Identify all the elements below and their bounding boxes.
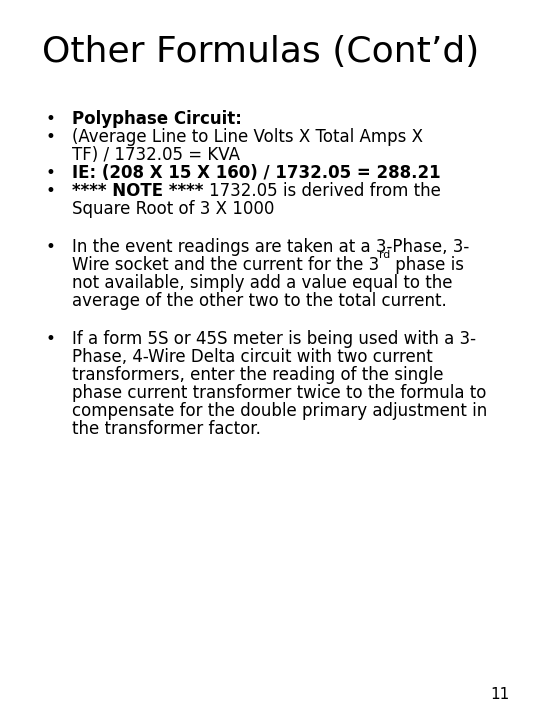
Text: compensate for the double primary adjustment in: compensate for the double primary adjust… xyxy=(72,402,487,420)
Text: the transformer factor.: the transformer factor. xyxy=(72,420,261,438)
Text: In the event readings are taken at a 3-Phase, 3-: In the event readings are taken at a 3-P… xyxy=(72,238,469,256)
Text: phase current transformer twice to the formula to: phase current transformer twice to the f… xyxy=(72,384,487,402)
Text: transformers, enter the reading of the single: transformers, enter the reading of the s… xyxy=(72,366,443,384)
Text: TF) / 1732.05 = KVA: TF) / 1732.05 = KVA xyxy=(72,146,240,164)
Text: not available, simply add a value equal to the: not available, simply add a value equal … xyxy=(72,274,453,292)
Text: •: • xyxy=(45,110,55,128)
Text: **** NOTE ****: **** NOTE **** xyxy=(72,182,209,200)
Text: If a form 5S or 45S meter is being used with a 3-: If a form 5S or 45S meter is being used … xyxy=(72,330,476,348)
Text: Phase, 4-Wire Delta circuit with two current: Phase, 4-Wire Delta circuit with two cur… xyxy=(72,348,433,366)
Text: rd: rd xyxy=(379,250,390,260)
Text: (Average Line to Line Volts X Total Amps X: (Average Line to Line Volts X Total Amps… xyxy=(72,128,423,146)
Text: Square Root of 3 X 1000: Square Root of 3 X 1000 xyxy=(72,200,274,218)
Text: •: • xyxy=(45,128,55,146)
Text: •: • xyxy=(45,164,55,182)
Text: IE: (208 X 15 X 160) / 1732.05 = 288.21: IE: (208 X 15 X 160) / 1732.05 = 288.21 xyxy=(72,164,441,182)
Text: •: • xyxy=(45,238,55,256)
Text: •: • xyxy=(45,182,55,200)
Text: Polyphase Circuit:: Polyphase Circuit: xyxy=(72,110,242,128)
Text: Wire socket and the current for the 3: Wire socket and the current for the 3 xyxy=(72,256,379,274)
Text: Other Formulas (Cont’d): Other Formulas (Cont’d) xyxy=(42,35,480,69)
Text: 1732.05 is derived from the: 1732.05 is derived from the xyxy=(209,182,441,200)
Text: average of the other two to the total current.: average of the other two to the total cu… xyxy=(72,292,447,310)
Text: 11: 11 xyxy=(491,687,510,702)
Text: •: • xyxy=(45,330,55,348)
Text: rd: rd xyxy=(379,250,390,260)
Text: phase is: phase is xyxy=(390,256,464,274)
